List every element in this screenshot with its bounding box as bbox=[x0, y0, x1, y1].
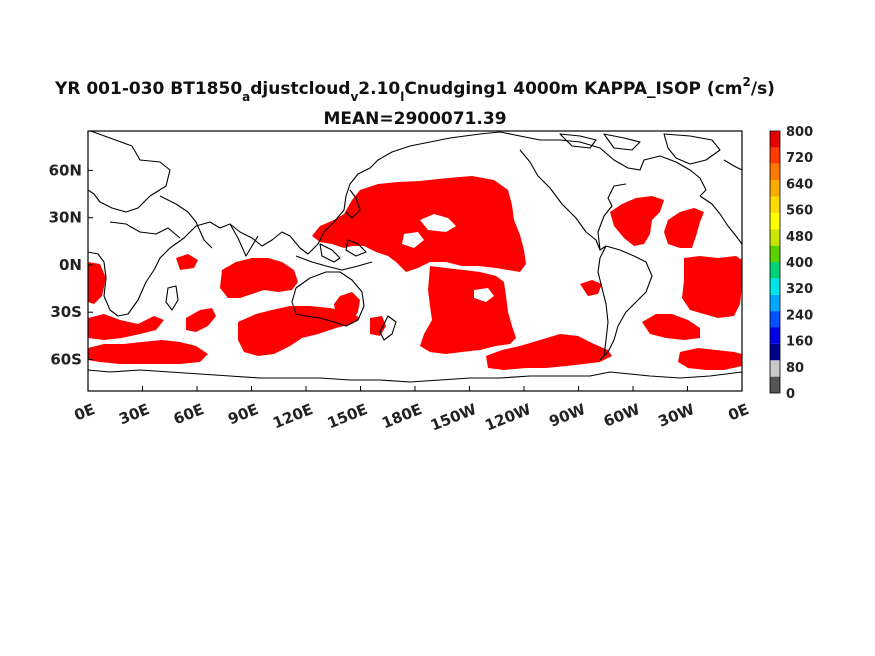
mean-label: MEAN=2900071.39 bbox=[323, 109, 506, 129]
region-north-atlantic-east bbox=[664, 208, 704, 248]
region-southern-ocean-west-indian bbox=[88, 314, 164, 340]
region-nz-east bbox=[370, 316, 386, 336]
region-indian-west bbox=[176, 254, 198, 270]
region-indian-central bbox=[220, 258, 298, 298]
colorbar-swatch bbox=[770, 245, 780, 262]
colorbar-tick-label: 240 bbox=[786, 308, 813, 323]
y-tick-label: 60S bbox=[50, 350, 82, 368]
colorbar-tick-label: 640 bbox=[786, 177, 813, 192]
colorbar-swatch bbox=[770, 212, 780, 230]
colorbar: 0 80 160 240 320 400 480 560 640 720 800 bbox=[769, 125, 813, 402]
region-north-atlantic bbox=[610, 196, 664, 246]
region-southern-ocean-far bbox=[88, 340, 208, 364]
y-tick-label: 30N bbox=[49, 209, 82, 227]
colorbar-tick-label: 400 bbox=[786, 256, 813, 271]
region-southern-indian bbox=[238, 306, 360, 356]
y-tick-label: 30S bbox=[50, 303, 82, 321]
region-brazil-basin bbox=[580, 280, 602, 296]
colorbar-frame bbox=[769, 130, 781, 394]
colorbar-swatch bbox=[770, 360, 780, 377]
region-argentine-basin bbox=[642, 314, 700, 340]
colorbar-swatch bbox=[770, 278, 780, 295]
colorbar-tick-label: 160 bbox=[786, 335, 813, 350]
map-plot-area bbox=[87, 130, 743, 392]
colorbar-tick-label: 720 bbox=[786, 151, 813, 166]
colorbar-tick-label: 800 bbox=[786, 125, 813, 140]
colorbar-swatch bbox=[770, 131, 780, 148]
region-southern-ocean-atlantic bbox=[678, 348, 742, 370]
chart-title: YR 001-030 BT1850adjustcloudv2.10lCnudgi… bbox=[54, 75, 775, 104]
colorbar-swatch bbox=[770, 229, 780, 246]
colorbar-tick-label: 480 bbox=[786, 230, 813, 245]
y-tick-label: 60N bbox=[49, 161, 82, 179]
y-tick-label: 0N bbox=[59, 256, 82, 274]
region-north-pacific bbox=[312, 176, 526, 272]
region-west-africa bbox=[88, 262, 106, 304]
saturated-regions bbox=[88, 176, 742, 370]
colorbar-swatch bbox=[770, 343, 780, 361]
coastlines bbox=[88, 131, 742, 383]
colorbar-swatch bbox=[770, 180, 780, 197]
region-south-pacific bbox=[420, 266, 516, 354]
colorbar-tick-label: 80 bbox=[786, 361, 804, 376]
y-axis-ticks: 60N 30N 0N 30S 60S bbox=[49, 161, 93, 368]
colorbar-swatch bbox=[770, 163, 780, 181]
colorbar-swatch bbox=[770, 376, 780, 393]
colorbar-tick-label: 320 bbox=[786, 282, 813, 297]
region-south-atlantic bbox=[682, 256, 742, 318]
colorbar-swatch bbox=[770, 196, 780, 213]
region-madagascar-east bbox=[186, 308, 216, 332]
colorbar-tick-label: 560 bbox=[786, 204, 813, 219]
colorbar-swatch bbox=[770, 147, 780, 164]
colorbar-swatch bbox=[770, 311, 780, 328]
colorbar-swatch bbox=[770, 262, 780, 279]
colorbar-swatch bbox=[770, 294, 780, 312]
colorbar-swatch bbox=[770, 327, 780, 344]
region-southern-ocean-pacific bbox=[486, 334, 612, 370]
colorbar-tick-label: 0 bbox=[786, 387, 795, 402]
